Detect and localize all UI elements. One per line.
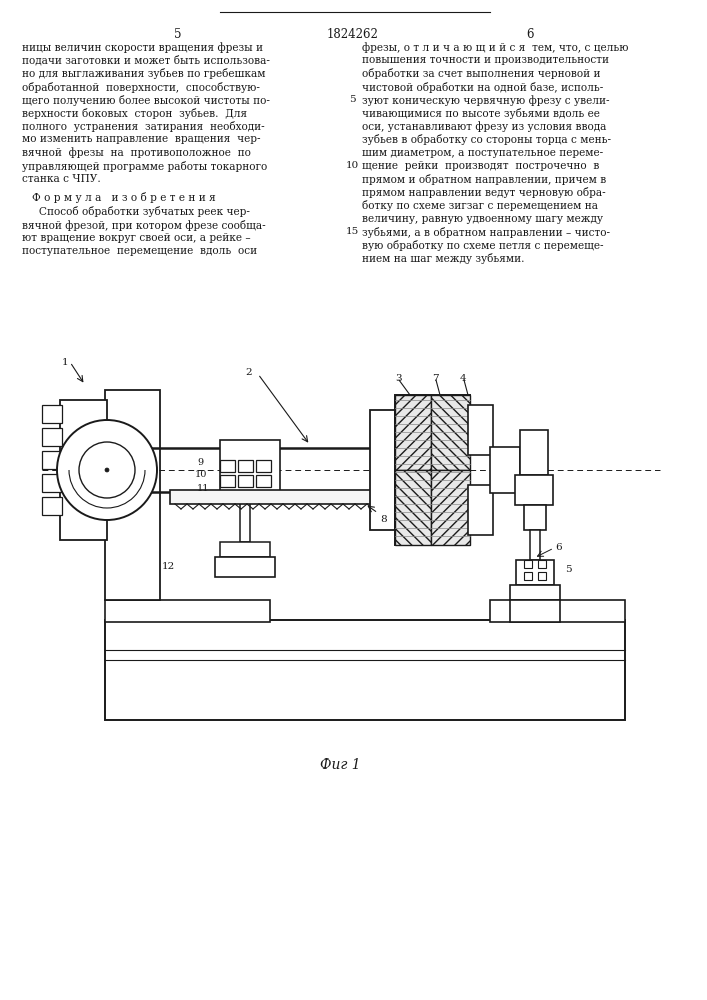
Bar: [238, 460, 253, 472]
Text: Фиг 1: Фиг 1: [320, 758, 361, 772]
Text: 9: 9: [197, 458, 203, 467]
Bar: [524, 572, 532, 580]
Bar: [42, 451, 62, 469]
Text: но для выглаживания зубьев по гребешкам: но для выглаживания зубьев по гребешкам: [22, 68, 266, 79]
Text: 1824262: 1824262: [327, 28, 379, 41]
Text: повышения точности и производительности: повышения точности и производительности: [362, 55, 609, 65]
Bar: [510, 585, 560, 600]
Bar: [170, 490, 465, 504]
Bar: [490, 447, 520, 493]
Text: вячной  фрезы  на  противоположное  по: вячной фрезы на противоположное по: [22, 148, 251, 158]
Text: обработки за счет выполнения черновой и: обработки за счет выполнения черновой и: [362, 68, 600, 79]
Bar: [395, 470, 431, 545]
Bar: [238, 475, 253, 487]
Text: ницы величин скорости вращения фрезы и: ницы величин скорости вращения фрезы и: [22, 42, 263, 53]
Text: 3: 3: [395, 374, 402, 383]
Text: обработанной  поверхности,  способствую-: обработанной поверхности, способствую-: [22, 82, 260, 93]
Text: 10: 10: [346, 161, 358, 170]
Text: нием на шаг между зубьями.: нием на шаг между зубьями.: [362, 253, 525, 264]
Text: прямом направлении ведут черновую обра-: прямом направлении ведут черновую обра-: [362, 187, 606, 198]
Bar: [220, 475, 235, 487]
Bar: [220, 440, 280, 492]
Bar: [105, 620, 625, 720]
Bar: [468, 485, 493, 535]
Bar: [395, 395, 470, 545]
Text: поступательное  перемещение  вдоль  оси: поступательное перемещение вдоль оси: [22, 246, 257, 256]
Text: 11: 11: [197, 484, 209, 493]
Text: чивающимися по высоте зубьями вдоль ее: чивающимися по высоте зубьями вдоль ее: [362, 108, 600, 119]
Text: ботку по схеме зигзаг с перемещением на: ботку по схеме зигзаг с перемещением на: [362, 200, 598, 211]
Bar: [256, 460, 271, 472]
Circle shape: [57, 420, 157, 520]
Bar: [520, 430, 548, 475]
Text: зубьев в обработку со стороны торца с мень-: зубьев в обработку со стороны торца с ме…: [362, 134, 611, 145]
Text: фрезы, о т л и ч а ю щ и й с я  тем, что, с целью: фрезы, о т л и ч а ю щ и й с я тем, что,…: [362, 42, 629, 53]
Text: ют вращение вокруг своей оси, а рейке –: ют вращение вокруг своей оси, а рейке –: [22, 233, 250, 243]
Bar: [395, 395, 431, 470]
Bar: [220, 460, 235, 472]
Text: Ф о р м у л а   и з о б р е т е н и я: Ф о р м у л а и з о б р е т е н и я: [32, 192, 216, 203]
Text: щего получению более высокой чистоты по-: щего получению более высокой чистоты по-: [22, 95, 270, 106]
Bar: [105, 390, 160, 600]
Bar: [431, 395, 470, 470]
Bar: [490, 600, 625, 622]
Bar: [530, 530, 540, 560]
Bar: [524, 505, 546, 530]
Text: 5: 5: [565, 565, 572, 574]
Text: 12: 12: [162, 562, 175, 571]
Text: 6: 6: [526, 28, 534, 41]
Text: 4: 4: [460, 374, 467, 383]
Text: вячной фрезой, при котором фрезе сообща-: вячной фрезой, при котором фрезе сообща-: [22, 220, 266, 231]
Text: 6: 6: [555, 543, 561, 552]
Bar: [524, 560, 532, 568]
Bar: [240, 492, 250, 542]
Text: зубьями, а в обратном направлении – чисто-: зубьями, а в обратном направлении – чист…: [362, 227, 610, 238]
Bar: [42, 405, 62, 423]
Text: 5: 5: [349, 95, 356, 104]
Text: чистовой обработки на одной базе, исполь-: чистовой обработки на одной базе, исполь…: [362, 82, 603, 93]
Bar: [431, 470, 470, 545]
Text: подачи заготовки и может быть использова-: подачи заготовки и может быть использова…: [22, 55, 270, 66]
Bar: [105, 600, 270, 622]
Text: Способ обработки зубчатых реек чер-: Способ обработки зубчатых реек чер-: [22, 206, 250, 217]
Bar: [370, 410, 395, 530]
Bar: [215, 557, 275, 577]
Bar: [220, 542, 270, 557]
Text: вую обработку по схеме петля с перемеще-: вую обработку по схеме петля с перемеще-: [362, 240, 604, 251]
Bar: [468, 405, 493, 455]
Text: станка с ЧПУ.: станка с ЧПУ.: [22, 174, 101, 184]
Bar: [515, 475, 553, 505]
Text: щение  рейки  производят  построчечно  в: щение рейки производят построчечно в: [362, 161, 600, 171]
Text: шим диаметром, а поступательное переме-: шим диаметром, а поступательное переме-: [362, 148, 603, 158]
Text: полного  устранения  затирания  необходи-: полного устранения затирания необходи-: [22, 121, 264, 132]
Text: мо изменить направление  вращения  чер-: мо изменить направление вращения чер-: [22, 134, 260, 144]
Bar: [516, 560, 554, 585]
Bar: [42, 474, 62, 492]
Text: 1: 1: [62, 358, 69, 367]
Circle shape: [105, 468, 109, 472]
Bar: [42, 497, 62, 515]
Text: оси, устанавливают фрезу из условия ввода: оси, устанавливают фрезу из условия ввод…: [362, 121, 607, 132]
Bar: [538, 572, 546, 580]
Bar: [42, 428, 62, 446]
Text: управляющей программе работы токарного: управляющей программе работы токарного: [22, 161, 267, 172]
Text: 15: 15: [346, 227, 358, 236]
Text: 7: 7: [432, 374, 438, 383]
Text: 5: 5: [174, 28, 182, 41]
Text: 10: 10: [195, 470, 207, 479]
Text: величину, равную удвоенному шагу между: величину, равную удвоенному шагу между: [362, 214, 603, 224]
Text: верхности боковых  сторон  зубьев.  Для: верхности боковых сторон зубьев. Для: [22, 108, 247, 119]
Bar: [60, 400, 107, 540]
Text: зуют коническую червячную фрезу с увели-: зуют коническую червячную фрезу с увели-: [362, 95, 609, 106]
Text: прямом и обратном направлении, причем в: прямом и обратном направлении, причем в: [362, 174, 606, 185]
Text: 2: 2: [245, 368, 252, 377]
Bar: [256, 475, 271, 487]
Text: 8: 8: [380, 515, 387, 524]
Bar: [538, 560, 546, 568]
Circle shape: [79, 442, 135, 498]
Bar: [510, 600, 560, 622]
